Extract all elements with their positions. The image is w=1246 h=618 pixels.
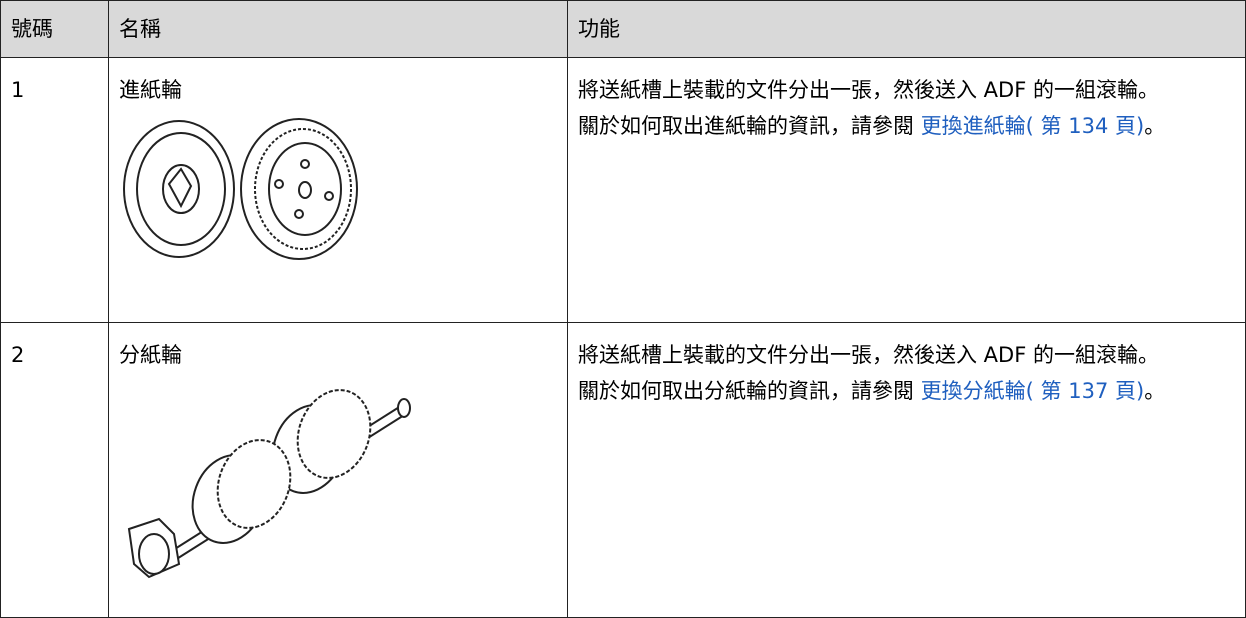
reference-text: 關於如何取出分紙輪的資訊，請參閱 <box>578 379 914 403</box>
reference: 關於如何取出分紙輪的資訊，請參閱 更換分紙輪( 第 137 頁)。 <box>578 373 1235 409</box>
header-cell: 功能 <box>567 0 1246 58</box>
row: 2 分紙輪 將送紙槽上裝載的文件分出一張，然後送入 ADF 的一組滾輪。 關於如… <box>0 322 1246 618</box>
name-cell: 進紙輪 <box>108 57 568 323</box>
reference-text: 。 <box>1144 114 1166 138</box>
header-row: 號碼 名稱 功能 <box>0 0 1246 58</box>
function-cell: 將送紙槽上裝載的文件分出一張，然後送入 ADF 的一組滾輪。 關於如何取出分紙輪… <box>567 322 1246 618</box>
reference-text: 。 <box>1144 379 1166 403</box>
pick-roller-illustration <box>123 118 358 260</box>
reference-link[interactable]: 更換進紙輪( 第 134 頁) <box>920 114 1145 138</box>
reference-link[interactable]: 更換分紙輪( 第 137 頁) <box>920 379 1145 403</box>
reference-text: 關於如何取出進紙輪的資訊，請參閱 <box>578 114 914 138</box>
number-cell: 2 <box>0 322 109 618</box>
name-cell: 分紙輪 <box>108 322 568 618</box>
description: 將送紙槽上裝載的文件分出一張，然後送入 ADF 的一組滾輪。 <box>578 343 1159 367</box>
part-name: 分紙輪 <box>119 343 182 367</box>
reference: 關於如何取出進紙輪的資訊，請參閱 更換進紙輪( 第 134 頁)。 <box>578 108 1235 144</box>
description: 將送紙槽上裝載的文件分出一張，然後送入 ADF 的一組滾輪。 <box>578 78 1159 102</box>
part-name: 進紙輪 <box>119 78 182 102</box>
function-cell: 將送紙槽上裝載的文件分出一張，然後送入 ADF 的一組滾輪。 關於如何取出進紙輪… <box>567 57 1246 323</box>
row: 1 進紙輪 將送紙槽上裝載的文件分出一張，然後送入 ADF 的一組滾輪。 關於如… <box>0 57 1246 323</box>
header-cell: 號碼 <box>0 0 109 58</box>
separation-roller-illustration <box>127 389 411 579</box>
header-cell: 名稱 <box>108 0 568 58</box>
number-cell: 1 <box>0 57 109 323</box>
